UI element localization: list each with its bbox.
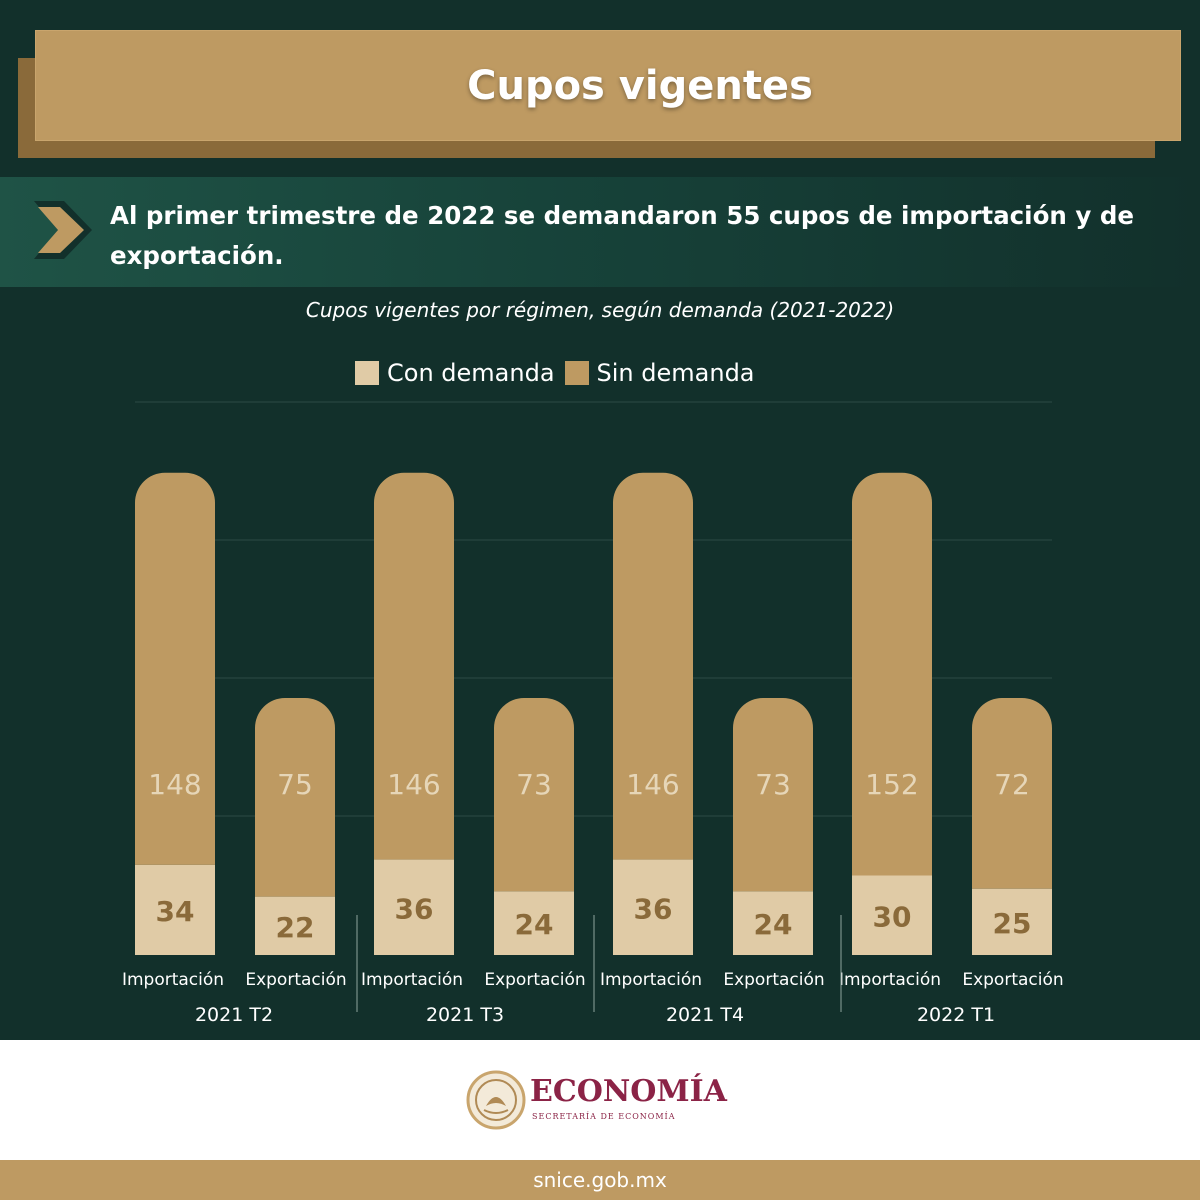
bar-sin-demanda	[972, 697, 1052, 889]
data-label-sin-demanda: 73	[516, 768, 552, 801]
data-label-sin-demanda: 146	[626, 768, 679, 801]
data-label-con-demanda: 36	[395, 892, 434, 925]
bar-sin-demanda	[494, 697, 574, 892]
title-banner	[35, 30, 1181, 141]
x-group-label: 2021 T2	[195, 1004, 273, 1026]
x-tick-label: Exportación	[962, 970, 1063, 990]
chevron-right-icon	[34, 201, 92, 259]
bar-sin-demanda	[374, 472, 454, 860]
logo-subtitle: SECRETARÍA DE ECONOMÍA	[532, 1112, 676, 1121]
data-label-con-demanda: 30	[873, 900, 912, 933]
data-label-sin-demanda: 73	[755, 768, 791, 801]
chart-title: Cupos vigentes por régimen, según demand…	[305, 298, 895, 322]
bar-sin-demanda	[852, 472, 932, 876]
x-tick-label: Importación	[839, 970, 941, 990]
bar-sin-demanda	[255, 697, 335, 897]
stacked-bar-chart: 148 34 Importación 75 22 Exportación 146 36 Impo…	[122, 401, 1064, 1026]
legend-label-sin-demanda: Sin demanda	[596, 359, 755, 387]
data-label-sin-demanda: 148	[148, 768, 201, 801]
legend-item-con-demanda: Con demanda	[355, 359, 555, 387]
x-group-label: 2021 T3	[426, 1004, 504, 1026]
data-label-sin-demanda: 75	[277, 768, 313, 801]
data-label-sin-demanda: 72	[994, 768, 1030, 801]
x-group-label: 2021 T4	[666, 1004, 744, 1026]
footer-logo-area	[0, 1040, 1200, 1160]
callout-text: Al primer trimestre de 2022 se demandaro…	[110, 201, 1135, 270]
footer-url[interactable]: snice.gob.mx	[533, 1168, 667, 1192]
bar-con-demanda	[135, 864, 215, 955]
national-seal-icon	[466, 1070, 526, 1130]
legend-item-sin-demanda: Sin demanda	[564, 359, 755, 387]
bar-con-demanda	[852, 875, 932, 955]
logo-wordmark: ECONOMÍA	[530, 1074, 727, 1109]
legend-swatch-sin-demanda	[564, 361, 589, 385]
bar-con-demanda	[733, 891, 813, 955]
data-label-sin-demanda: 146	[387, 768, 440, 801]
bar-sin-demanda	[733, 697, 813, 892]
x-tick-label: Importación	[600, 970, 702, 990]
bar-con-demanda	[972, 888, 1052, 955]
chart-legend: Con demanda Sin demanda	[355, 356, 765, 390]
data-label-con-demanda: 22	[276, 911, 315, 944]
x-tick-label: Importación	[361, 970, 463, 990]
data-label-con-demanda: 36	[634, 892, 673, 925]
x-tick-label: Exportación	[484, 970, 585, 990]
page-title: Cupos vigentes	[467, 62, 813, 109]
bar-con-demanda	[494, 891, 574, 955]
data-label-con-demanda: 24	[515, 908, 554, 941]
x-tick-label: Exportación	[723, 970, 824, 990]
footer-bar: snice.gob.mx	[0, 1160, 1200, 1200]
data-label-sin-demanda: 152	[865, 768, 918, 801]
data-label-con-demanda: 24	[754, 908, 793, 941]
bar-con-demanda	[374, 859, 454, 955]
bar-con-demanda	[255, 896, 335, 955]
callout-strip	[0, 177, 1200, 287]
x-tick-label: Importación	[122, 970, 224, 990]
data-label-con-demanda: 34	[156, 895, 195, 928]
x-tick-label: Exportación	[245, 970, 346, 990]
bar-sin-demanda	[135, 472, 215, 865]
bar-con-demanda	[613, 859, 693, 955]
data-label-con-demanda: 25	[993, 907, 1032, 940]
x-group-label: 2022 T1	[917, 1004, 995, 1026]
legend-swatch-con-demanda	[355, 361, 379, 385]
legend-label-con-demanda: Con demanda	[387, 359, 555, 387]
bar-sin-demanda	[613, 472, 693, 860]
